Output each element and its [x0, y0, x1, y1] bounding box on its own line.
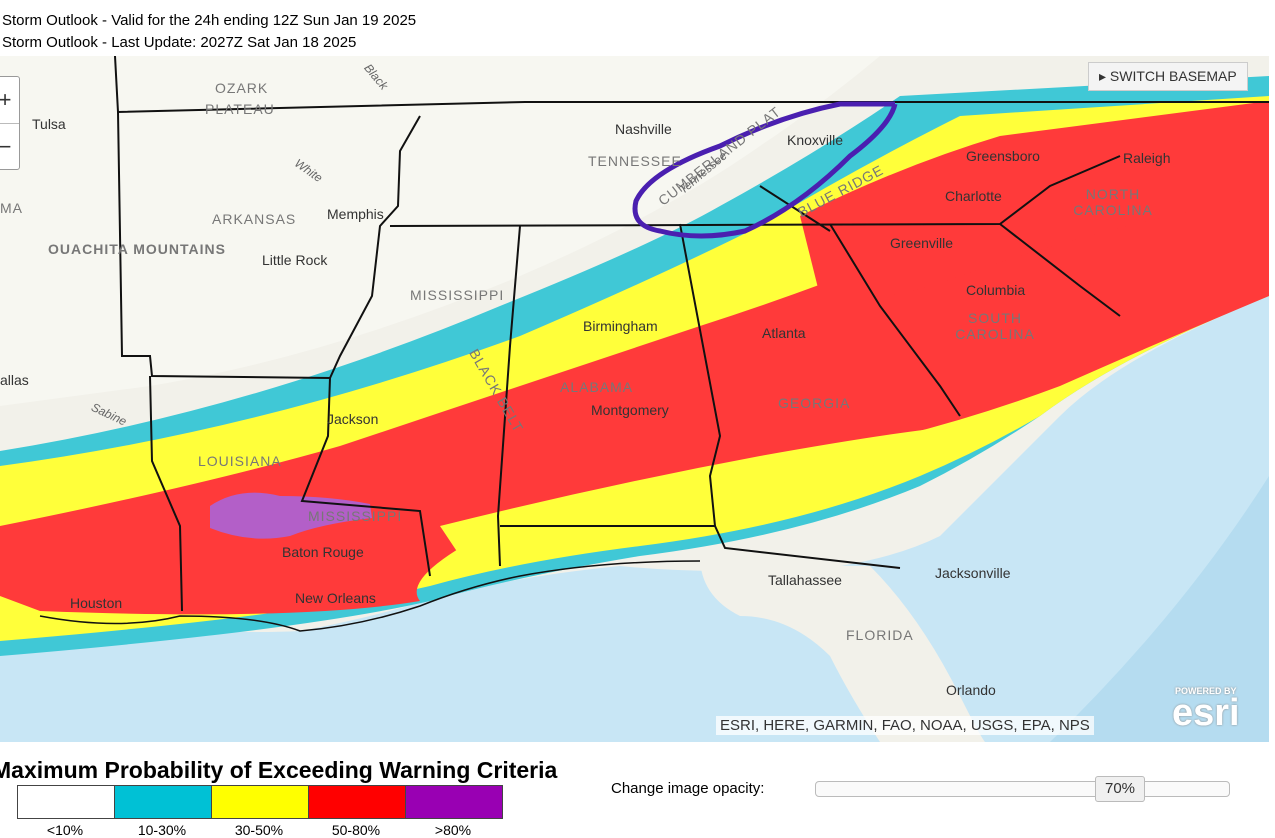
label-tulsa: Tulsa [32, 116, 66, 132]
zoom-out-button[interactable]: − [0, 134, 12, 159]
florida-land [700, 556, 985, 742]
legend-swatch [17, 785, 115, 819]
area-low [0, 56, 880, 406]
band-red-nc [800, 101, 1269, 299]
label-atlanta: Atlanta [762, 325, 806, 341]
label-orlando: Orlando [946, 682, 996, 698]
legend-label: <10% [46, 822, 84, 838]
label-greensboro: Greensboro [966, 148, 1040, 164]
label-knoxville: Knoxville [787, 132, 844, 148]
label-raleigh: Raleigh [1123, 150, 1171, 166]
label-ma: MA [0, 200, 23, 216]
powered-by-text: POWERED BY [1175, 686, 1237, 696]
label-tallahassee: Tallahassee [768, 572, 842, 588]
label-birmingham: Birmingham [583, 318, 658, 334]
switch-basemap-label: SWITCH BASEMAP [1109, 68, 1237, 84]
header-update-line: Storm Outlook - Last Update: 2027Z Sat J… [2, 34, 357, 51]
label-plateau: PLATEAU [205, 101, 275, 117]
band-yellow-ga [440, 426, 960, 556]
label-alabama: ALABAMA [560, 379, 634, 395]
label-greenville: Greenville [890, 235, 954, 251]
map-view[interactable]: + − ▸ SWITCH BASEMAP OZARK PLATEAU Tulsa… [0, 56, 1269, 742]
esri-wordmark: esri [1172, 692, 1240, 734]
label-nashville: Nashville [615, 121, 672, 137]
legend-swatch [308, 785, 406, 819]
map-attribution: ESRI, HERE, GARMIN, FAO, NOAA, USGS, EPA… [716, 716, 1094, 735]
label-columbia: Columbia [966, 282, 1026, 298]
label-dallas: allas [0, 372, 29, 388]
legend-swatch [211, 785, 309, 819]
opacity-label: Change image opacity: [611, 780, 765, 797]
header-valid-line: Storm Outlook - Valid for the 24h ending… [2, 12, 417, 29]
legend-label: 30-50% [234, 822, 284, 838]
label-georgia: GEORGIA [778, 395, 851, 411]
triangle-right-icon: ▸ [1099, 68, 1110, 84]
label-north-carolina: NORTH CAROLINA [1073, 186, 1153, 218]
state-borders [114, 56, 1269, 612]
label-arkansas: ARKANSAS [212, 211, 297, 227]
opacity-slider-track[interactable] [815, 781, 1230, 797]
label-jacksonville: Jacksonville [935, 565, 1011, 581]
label-south-carolina: SOUTH CAROLINA [955, 310, 1035, 342]
legend-title: Maximum Probability of Exceeding Warning… [0, 757, 558, 783]
gulf-ocean [0, 296, 1269, 742]
legend-swatch [405, 785, 503, 819]
label-memphis: Memphis [327, 206, 384, 222]
coastline [39, 560, 701, 632]
esri-logo: POWERED BY esri [1172, 686, 1240, 734]
label-ozark: OZARK [215, 80, 269, 96]
map-canvas [0, 56, 1269, 742]
label-mississippi-state: MISSISSIPPI [410, 287, 505, 303]
zoom-control: + − [0, 76, 20, 170]
label-baton-rouge: Baton Rouge [282, 544, 364, 560]
label-florida: FLORIDA [846, 627, 914, 643]
legend-label: 10-30% [137, 822, 187, 838]
zoom-in-button[interactable]: + [0, 77, 19, 124]
label-louisiana: LOUISIANA [198, 453, 282, 469]
switch-basemap-button[interactable]: ▸ SWITCH BASEMAP [1088, 62, 1248, 91]
opacity-slider-handle[interactable]: 70% [1095, 776, 1145, 802]
label-tennessee: TENNESSEE [588, 153, 682, 169]
label-jackson: Jackson [327, 411, 379, 427]
label-mississippi-river: MISSISSIPPI [308, 508, 403, 524]
label-charlotte: Charlotte [945, 188, 1002, 204]
legend-label: 50-80% [331, 822, 381, 838]
ocean-deep [1050, 476, 1269, 742]
label-montgomery: Montgomery [591, 402, 669, 418]
label-new-orleans: New Orleans [295, 590, 376, 606]
legend-label: >80% [434, 822, 472, 838]
label-ouachita: OUACHITA MOUNTAINS [48, 241, 226, 257]
label-little-rock: Little Rock [262, 252, 328, 268]
label-houston: Houston [70, 595, 123, 611]
highlight-outline [632, 101, 898, 239]
legend-swatch [114, 785, 212, 819]
